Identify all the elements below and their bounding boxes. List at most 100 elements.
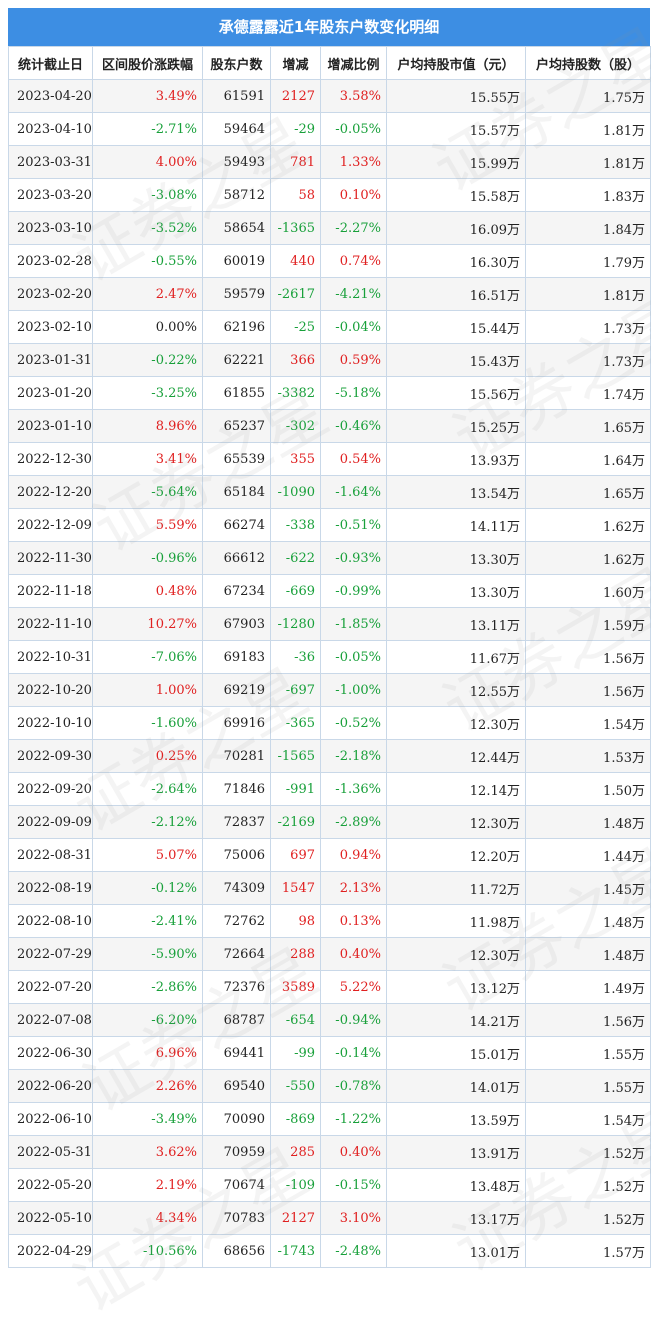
holders-cell: 72664	[202, 937, 271, 971]
avg-value-cell: 15.57万	[386, 112, 526, 146]
avg-value-cell: 13.48万	[386, 1168, 526, 1202]
table-row: 2022-10-20 1.00% 69219 -697 -1.00% 12.55万 1.56…	[8, 673, 651, 707]
date-cell: 2022-08-31	[8, 838, 93, 872]
date-cell: 2023-01-31	[8, 343, 93, 377]
change-cell: -302	[270, 409, 321, 443]
change-cell: -365	[270, 706, 321, 740]
change-ratio-cell: -5.18%	[320, 376, 387, 410]
price-change-cell: 0.00%	[92, 310, 203, 344]
change-ratio-cell: -2.89%	[320, 805, 387, 839]
date-cell: 2022-11-30	[8, 541, 93, 575]
date-cell: 2022-12-30	[8, 442, 93, 476]
table-row: 2022-11-30 -0.96% 66612 -622 -0.93% 13.30万 1.6…	[8, 541, 651, 575]
holders-cell: 66612	[202, 541, 271, 575]
date-cell: 2022-05-20	[8, 1168, 93, 1202]
avg-shares-cell: 1.56万	[525, 640, 651, 674]
price-change-cell: 3.49%	[92, 79, 203, 113]
change-cell: -338	[270, 508, 321, 542]
avg-shares-cell: 1.48万	[525, 805, 651, 839]
price-change-cell: 4.00%	[92, 145, 203, 179]
holders-cell: 61855	[202, 376, 271, 410]
change-cell: -669	[270, 574, 321, 608]
change-cell: 2127	[270, 1201, 321, 1235]
price-change-cell: -6.20%	[92, 1003, 203, 1037]
change-ratio-cell: -0.05%	[320, 640, 387, 674]
avg-shares-cell: 1.83万	[525, 178, 651, 212]
table-row: 2022-09-20 -2.64% 71846 -991 -1.36% 12.14万 1.5…	[8, 772, 651, 806]
holders-cell: 58712	[202, 178, 271, 212]
price-change-cell: -2.12%	[92, 805, 203, 839]
change-cell: 440	[270, 244, 321, 278]
avg-shares-cell: 1.50万	[525, 772, 651, 806]
price-change-cell: 2.26%	[92, 1069, 203, 1103]
holders-cell: 71846	[202, 772, 271, 806]
change-cell: -1090	[270, 475, 321, 509]
change-ratio-cell: -0.93%	[320, 541, 387, 575]
avg-value-cell: 16.30万	[386, 244, 526, 278]
date-cell: 2022-12-09	[8, 508, 93, 542]
holders-cell: 68656	[202, 1234, 271, 1268]
avg-value-cell: 13.01万	[386, 1234, 526, 1268]
table-row: 2022-09-30 0.25% 70281 -1565 -2.18% 12.44万 1.5…	[8, 739, 651, 773]
avg-shares-cell: 1.81万	[525, 112, 651, 146]
date-cell: 2022-10-20	[8, 673, 93, 707]
price-change-cell: 8.96%	[92, 409, 203, 443]
table-row: 2022-11-10 10.27% 67903 -1280 -1.85% 13.11万 1.…	[8, 607, 651, 641]
holders-cell: 70090	[202, 1102, 271, 1136]
change-ratio-cell: -1.00%	[320, 673, 387, 707]
change-ratio-cell: 3.58%	[320, 79, 387, 113]
table-row: 2023-01-10 8.96% 65237 -302 -0.46% 15.25万 1.65…	[8, 409, 651, 443]
change-ratio-cell: 0.59%	[320, 343, 387, 377]
change-cell: 355	[270, 442, 321, 476]
holders-cell: 59464	[202, 112, 271, 146]
change-cell: 58	[270, 178, 321, 212]
avg-value-cell: 12.55万	[386, 673, 526, 707]
avg-shares-cell: 1.81万	[525, 277, 651, 311]
date-cell: 2023-04-20	[8, 79, 93, 113]
price-change-cell: -2.41%	[92, 904, 203, 938]
date-cell: 2022-08-19	[8, 871, 93, 905]
avg-shares-cell: 1.49万	[525, 970, 651, 1004]
change-cell: -109	[270, 1168, 321, 1202]
change-ratio-cell: -4.21%	[320, 277, 387, 311]
date-cell: 2022-05-31	[8, 1135, 93, 1169]
table-title: 承德露露近1年股东户数变化明细	[8, 8, 650, 46]
avg-value-cell: 11.72万	[386, 871, 526, 905]
change-ratio-cell: -0.04%	[320, 310, 387, 344]
change-ratio-cell: -1.22%	[320, 1102, 387, 1136]
holders-cell: 69219	[202, 673, 271, 707]
avg-value-cell: 13.91万	[386, 1135, 526, 1169]
date-cell: 2022-07-08	[8, 1003, 93, 1037]
holders-cell: 69183	[202, 640, 271, 674]
price-change-cell: -7.06%	[92, 640, 203, 674]
price-change-cell: -3.49%	[92, 1102, 203, 1136]
holders-cell: 61591	[202, 79, 271, 113]
avg-shares-cell: 1.53万	[525, 739, 651, 773]
price-change-cell: -3.52%	[92, 211, 203, 245]
change-ratio-cell: 0.94%	[320, 838, 387, 872]
avg-shares-cell: 1.52万	[525, 1135, 651, 1169]
date-cell: 2022-07-29	[8, 937, 93, 971]
change-cell: -29	[270, 112, 321, 146]
table-row: 2023-03-20 -3.08% 58712 58 0.10% 15.58万 1.83万	[8, 178, 651, 212]
avg-shares-cell: 1.48万	[525, 937, 651, 971]
avg-value-cell: 13.11万	[386, 607, 526, 641]
holders-cell: 66274	[202, 508, 271, 542]
holders-cell: 72376	[202, 970, 271, 1004]
avg-shares-cell: 1.55万	[525, 1069, 651, 1103]
table-row: 2022-05-10 4.34% 70783 2127 3.10% 13.17万 1.52万	[8, 1201, 651, 1235]
table-row: 2022-08-19 -0.12% 74309 1547 2.13% 11.72万 1.45…	[8, 871, 651, 905]
price-change-cell: -5.90%	[92, 937, 203, 971]
date-cell: 2023-02-20	[8, 277, 93, 311]
change-cell: 288	[270, 937, 321, 971]
avg-shares-cell: 1.74万	[525, 376, 651, 410]
header-holders: 股东户数	[202, 46, 271, 80]
avg-value-cell: 12.44万	[386, 739, 526, 773]
date-cell: 2022-10-10	[8, 706, 93, 740]
change-cell: -654	[270, 1003, 321, 1037]
avg-value-cell: 14.01万	[386, 1069, 526, 1103]
avg-value-cell: 12.30万	[386, 937, 526, 971]
avg-shares-cell: 1.44万	[525, 838, 651, 872]
change-ratio-cell: 1.33%	[320, 145, 387, 179]
change-cell: -3382	[270, 376, 321, 410]
